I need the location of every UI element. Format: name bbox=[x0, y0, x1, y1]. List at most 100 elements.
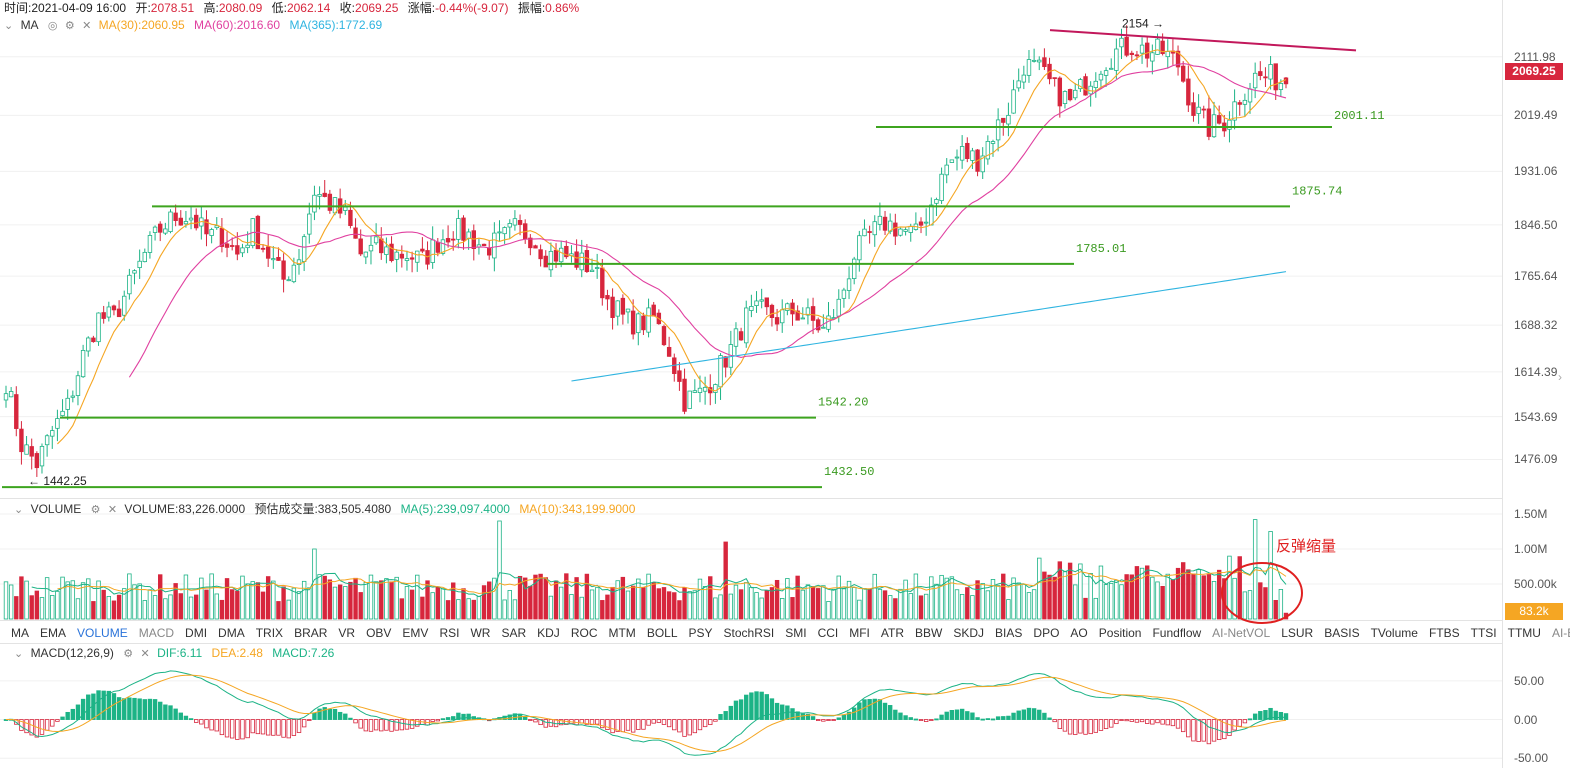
low-label: 低: bbox=[271, 1, 287, 15]
macd-histogram-bar bbox=[646, 719, 651, 726]
macd-histogram-bar bbox=[826, 719, 831, 721]
tab-volume[interactable]: VOLUME bbox=[77, 626, 128, 640]
tab-fundflow[interactable]: Fundflow bbox=[1152, 626, 1202, 640]
candle-body bbox=[101, 312, 106, 319]
gear-icon[interactable]: ⚙ bbox=[123, 648, 134, 660]
close-icon[interactable]: ✕ bbox=[107, 504, 118, 516]
macd-histogram-bar bbox=[738, 699, 744, 720]
candle-body bbox=[1109, 67, 1114, 70]
volume-bar bbox=[1145, 565, 1150, 620]
volume-bar bbox=[1052, 576, 1057, 620]
collapse-chevron-icon[interactable]: ⌄ bbox=[4, 20, 14, 32]
close-icon[interactable]: ✕ bbox=[140, 648, 150, 660]
tab-dmi[interactable]: DMI bbox=[185, 626, 208, 640]
volume-bar bbox=[337, 584, 343, 620]
tab-mfi[interactable]: MFI bbox=[849, 626, 870, 640]
candle-body bbox=[1119, 37, 1124, 48]
tab-tvolume[interactable]: TVolume bbox=[1370, 626, 1418, 640]
volume-bar bbox=[1062, 571, 1068, 620]
close-icon[interactable]: ✕ bbox=[82, 20, 92, 32]
tab-psy[interactable]: PSY bbox=[688, 626, 713, 640]
volume-bar bbox=[91, 601, 96, 620]
tab-dpo[interactable]: DPO bbox=[1033, 626, 1060, 640]
tab-trix[interactable]: TRIX bbox=[255, 626, 284, 640]
tab-sar[interactable]: SAR bbox=[501, 626, 527, 640]
volume-bar bbox=[34, 590, 40, 620]
tab-brar[interactable]: BRAR bbox=[294, 626, 328, 640]
tab-position[interactable]: Position bbox=[1098, 626, 1142, 640]
volume-bar bbox=[476, 595, 482, 620]
tab-smi[interactable]: SMI bbox=[785, 626, 807, 640]
volume-bar bbox=[286, 599, 291, 620]
tab-vr[interactable]: VR bbox=[338, 626, 356, 640]
tab-macd[interactable]: MACD bbox=[138, 626, 175, 640]
tab-boll[interactable]: BOLL bbox=[646, 626, 678, 640]
tab-skdj[interactable]: SKDJ bbox=[953, 626, 985, 640]
gear-icon[interactable]: ⚙ bbox=[64, 20, 75, 32]
tab-stochrsi[interactable]: StochRSI bbox=[723, 626, 775, 640]
tab-obv[interactable]: OBV bbox=[366, 626, 392, 640]
volume-bar bbox=[1201, 575, 1206, 620]
tab-ttmu[interactable]: TTMU bbox=[1507, 626, 1541, 640]
eye-icon[interactable]: ◎ bbox=[47, 20, 58, 32]
macd-histogram-bar bbox=[1129, 719, 1134, 722]
tab-bbw[interactable]: BBW bbox=[915, 626, 943, 640]
candle-body bbox=[19, 428, 24, 453]
tab-ai-bsi[interactable]: AI-BSI bbox=[1551, 626, 1570, 640]
macd-histogram-bar bbox=[970, 712, 975, 720]
candle-body bbox=[548, 250, 554, 271]
gear-icon[interactable]: ⚙ bbox=[90, 504, 101, 516]
macd-histogram-bar bbox=[877, 699, 883, 720]
volume-bar bbox=[214, 593, 219, 620]
macd-histogram-bar bbox=[1278, 712, 1284, 720]
volume-bar bbox=[487, 581, 492, 620]
macd-histogram-bar bbox=[795, 711, 800, 720]
volume-chart[interactable] bbox=[0, 499, 1502, 624]
tab-wr[interactable]: WR bbox=[470, 626, 491, 640]
tab-lsur[interactable]: LSUR bbox=[1281, 626, 1314, 640]
volume-bar bbox=[1124, 574, 1129, 620]
candle-body bbox=[646, 307, 651, 333]
ma30-line bbox=[57, 49, 1287, 445]
tab-dma[interactable]: DMA bbox=[218, 626, 245, 640]
volume-bar bbox=[558, 586, 564, 620]
volume-bar bbox=[1268, 531, 1273, 620]
candle-body bbox=[96, 312, 101, 343]
tab-rsi[interactable]: RSI bbox=[439, 626, 460, 640]
volume-bar bbox=[327, 579, 333, 620]
volume-bar bbox=[1067, 562, 1073, 620]
candle-body bbox=[430, 239, 435, 263]
collapse-chevron-icon[interactable]: ⌄ bbox=[14, 504, 24, 516]
tab-kdj[interactable]: KDJ bbox=[537, 626, 560, 640]
macd-histogram-bar bbox=[111, 693, 117, 720]
price-chart[interactable]: 2001.11 1875.74 1785.01 1542.20 1432.50 2154 … bbox=[0, 0, 1502, 498]
tab-ai-netvol[interactable]: AI-NetVOL bbox=[1212, 626, 1271, 640]
collapse-chevron-icon[interactable]: ⌄ bbox=[14, 648, 24, 660]
candle-body bbox=[666, 346, 672, 357]
macd-histogram-bar bbox=[615, 719, 620, 732]
tab-emv[interactable]: EMV bbox=[402, 626, 429, 640]
tab-ttsi[interactable]: TTSI bbox=[1470, 626, 1497, 640]
tab-ftbs[interactable]: FTBS bbox=[1428, 626, 1460, 640]
tab-roc[interactable]: ROC bbox=[570, 626, 598, 640]
scroll-right-icon[interactable]: › bbox=[1558, 370, 1562, 384]
ma60-legend: MA(60):2016.60 bbox=[194, 18, 281, 32]
tab-ao[interactable]: AO bbox=[1070, 626, 1088, 640]
tab-bias[interactable]: BIAS bbox=[995, 626, 1023, 640]
candle-body bbox=[296, 259, 302, 266]
volume-shrink-note: 反弹缩量 bbox=[1276, 538, 1337, 555]
tab-mtm[interactable]: MTM bbox=[608, 626, 636, 640]
candle-body bbox=[1196, 106, 1201, 114]
volume-bar bbox=[219, 599, 225, 620]
macd-histogram-bar bbox=[708, 719, 713, 725]
tab-cci[interactable]: CCI bbox=[817, 626, 839, 640]
volume-bar bbox=[851, 587, 857, 620]
macd-chart[interactable] bbox=[0, 644, 1502, 768]
candle-body bbox=[194, 214, 199, 229]
tab-ma[interactable]: MA bbox=[11, 626, 29, 640]
tab-ema[interactable]: EMA bbox=[40, 626, 67, 640]
volume-bar bbox=[553, 580, 559, 620]
tab-atr[interactable]: ATR bbox=[880, 626, 905, 640]
tab-basis[interactable]: BASIS bbox=[1324, 626, 1360, 640]
candle-body bbox=[178, 217, 183, 226]
